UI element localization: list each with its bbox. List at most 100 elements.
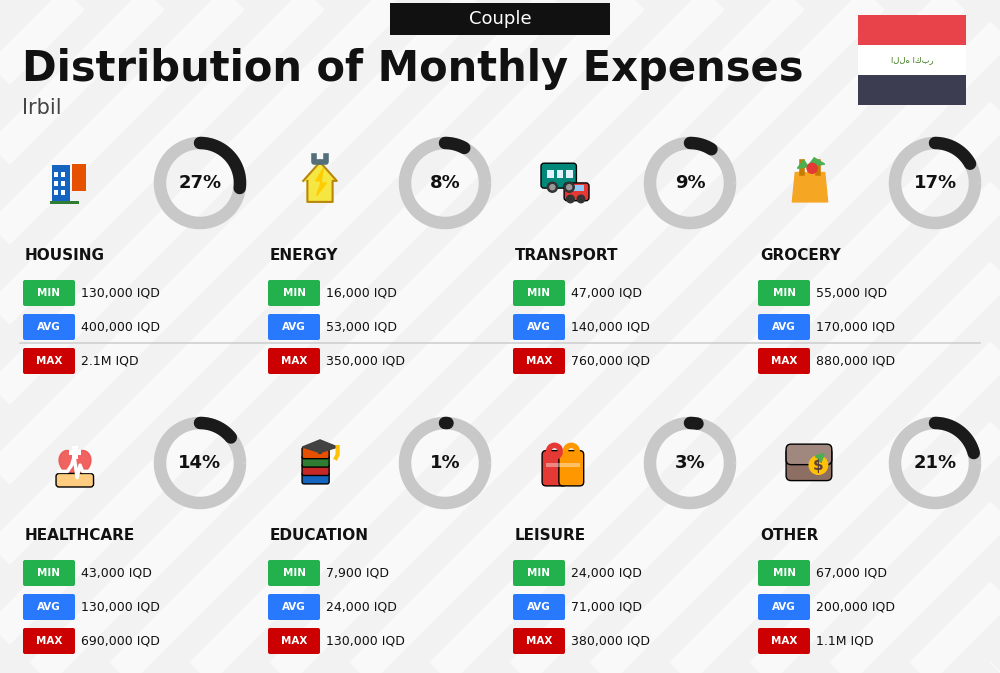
Text: MAX: MAX	[36, 636, 62, 646]
Circle shape	[547, 182, 557, 192]
Text: الله اكبر: الله اكبر	[891, 55, 933, 65]
Text: MAX: MAX	[526, 356, 552, 366]
Text: MIN: MIN	[283, 568, 306, 578]
Text: GROCERY: GROCERY	[760, 248, 841, 262]
FancyBboxPatch shape	[541, 163, 576, 188]
FancyBboxPatch shape	[758, 348, 810, 374]
Text: AVG: AVG	[527, 602, 551, 612]
Text: 14%: 14%	[178, 454, 222, 472]
Text: 350,000 IQD: 350,000 IQD	[326, 355, 405, 367]
Polygon shape	[303, 162, 337, 202]
FancyBboxPatch shape	[268, 628, 320, 654]
Polygon shape	[316, 168, 326, 196]
Polygon shape	[792, 172, 828, 202]
Text: MIN: MIN	[772, 288, 796, 298]
Text: MAX: MAX	[771, 356, 797, 366]
FancyBboxPatch shape	[513, 628, 565, 654]
Text: 3%: 3%	[675, 454, 705, 472]
FancyBboxPatch shape	[302, 464, 329, 476]
FancyBboxPatch shape	[542, 451, 567, 486]
Text: 47,000 IQD: 47,000 IQD	[571, 287, 642, 299]
Text: Distribution of Monthly Expenses: Distribution of Monthly Expenses	[22, 48, 804, 90]
Text: 16,000 IQD: 16,000 IQD	[326, 287, 397, 299]
Bar	[547, 170, 554, 178]
Text: 1.1M IQD: 1.1M IQD	[816, 635, 874, 647]
FancyBboxPatch shape	[564, 183, 589, 201]
FancyBboxPatch shape	[302, 472, 329, 484]
Circle shape	[567, 184, 572, 190]
Text: 17%: 17%	[913, 174, 957, 192]
Text: HEALTHCARE: HEALTHCARE	[25, 528, 135, 542]
Bar	[52, 165, 70, 202]
Text: MAX: MAX	[36, 356, 62, 366]
Text: 400,000 IQD: 400,000 IQD	[81, 320, 160, 334]
Text: MAX: MAX	[281, 356, 307, 366]
Text: 130,000 IQD: 130,000 IQD	[81, 600, 160, 614]
Bar	[563, 463, 580, 467]
Text: 43,000 IQD: 43,000 IQD	[81, 567, 152, 579]
Bar	[54, 190, 58, 195]
Text: 170,000 IQD: 170,000 IQD	[816, 320, 895, 334]
Text: AVG: AVG	[282, 602, 306, 612]
FancyBboxPatch shape	[23, 314, 75, 340]
FancyBboxPatch shape	[513, 594, 565, 620]
Text: MAX: MAX	[771, 636, 797, 646]
Text: AVG: AVG	[37, 602, 61, 612]
Bar	[546, 463, 563, 467]
Text: Couple: Couple	[469, 10, 531, 28]
Text: 200,000 IQD: 200,000 IQD	[816, 600, 895, 614]
Polygon shape	[302, 440, 338, 452]
Text: 7,900 IQD: 7,900 IQD	[326, 567, 389, 579]
Text: 380,000 IQD: 380,000 IQD	[571, 635, 650, 647]
Text: 9%: 9%	[675, 174, 705, 192]
FancyBboxPatch shape	[390, 3, 610, 35]
Circle shape	[564, 182, 574, 192]
Text: 24,000 IQD: 24,000 IQD	[571, 567, 642, 579]
FancyBboxPatch shape	[559, 451, 584, 486]
Text: AVG: AVG	[282, 322, 306, 332]
FancyBboxPatch shape	[786, 444, 832, 464]
FancyBboxPatch shape	[513, 280, 565, 306]
Text: LEISURE: LEISURE	[515, 528, 586, 542]
FancyBboxPatch shape	[758, 628, 810, 654]
FancyBboxPatch shape	[513, 348, 565, 374]
Text: 690,000 IQD: 690,000 IQD	[81, 635, 160, 647]
FancyBboxPatch shape	[23, 348, 75, 374]
FancyBboxPatch shape	[268, 280, 320, 306]
FancyBboxPatch shape	[758, 314, 810, 340]
Circle shape	[567, 195, 574, 203]
Text: $: $	[813, 458, 824, 472]
Text: 53,000 IQD: 53,000 IQD	[326, 320, 397, 334]
Bar	[858, 75, 966, 105]
Bar	[72, 164, 86, 191]
Bar	[54, 181, 58, 186]
FancyBboxPatch shape	[23, 628, 75, 654]
Polygon shape	[797, 157, 825, 168]
FancyBboxPatch shape	[513, 314, 565, 340]
FancyBboxPatch shape	[23, 594, 75, 620]
Text: 880,000 IQD: 880,000 IQD	[816, 355, 895, 367]
Bar	[69, 450, 81, 455]
Text: 55,000 IQD: 55,000 IQD	[816, 287, 887, 299]
FancyBboxPatch shape	[23, 280, 75, 306]
Bar	[72, 446, 78, 459]
FancyBboxPatch shape	[268, 594, 320, 620]
Circle shape	[577, 195, 585, 203]
Text: 140,000 IQD: 140,000 IQD	[571, 320, 650, 334]
Text: MIN: MIN	[38, 568, 60, 578]
Text: 1%: 1%	[430, 454, 460, 472]
FancyBboxPatch shape	[758, 594, 810, 620]
Text: 27%: 27%	[178, 174, 222, 192]
FancyBboxPatch shape	[302, 447, 329, 459]
Circle shape	[807, 164, 817, 174]
Text: TRANSPORT: TRANSPORT	[515, 248, 618, 262]
Bar	[50, 201, 79, 204]
Bar	[61, 172, 65, 177]
Polygon shape	[59, 450, 91, 486]
Text: EDUCATION: EDUCATION	[270, 528, 369, 542]
Bar	[557, 170, 563, 178]
Bar	[858, 45, 966, 75]
Text: 24,000 IQD: 24,000 IQD	[326, 600, 397, 614]
Text: 2.1M IQD: 2.1M IQD	[81, 355, 139, 367]
Bar	[54, 172, 58, 177]
